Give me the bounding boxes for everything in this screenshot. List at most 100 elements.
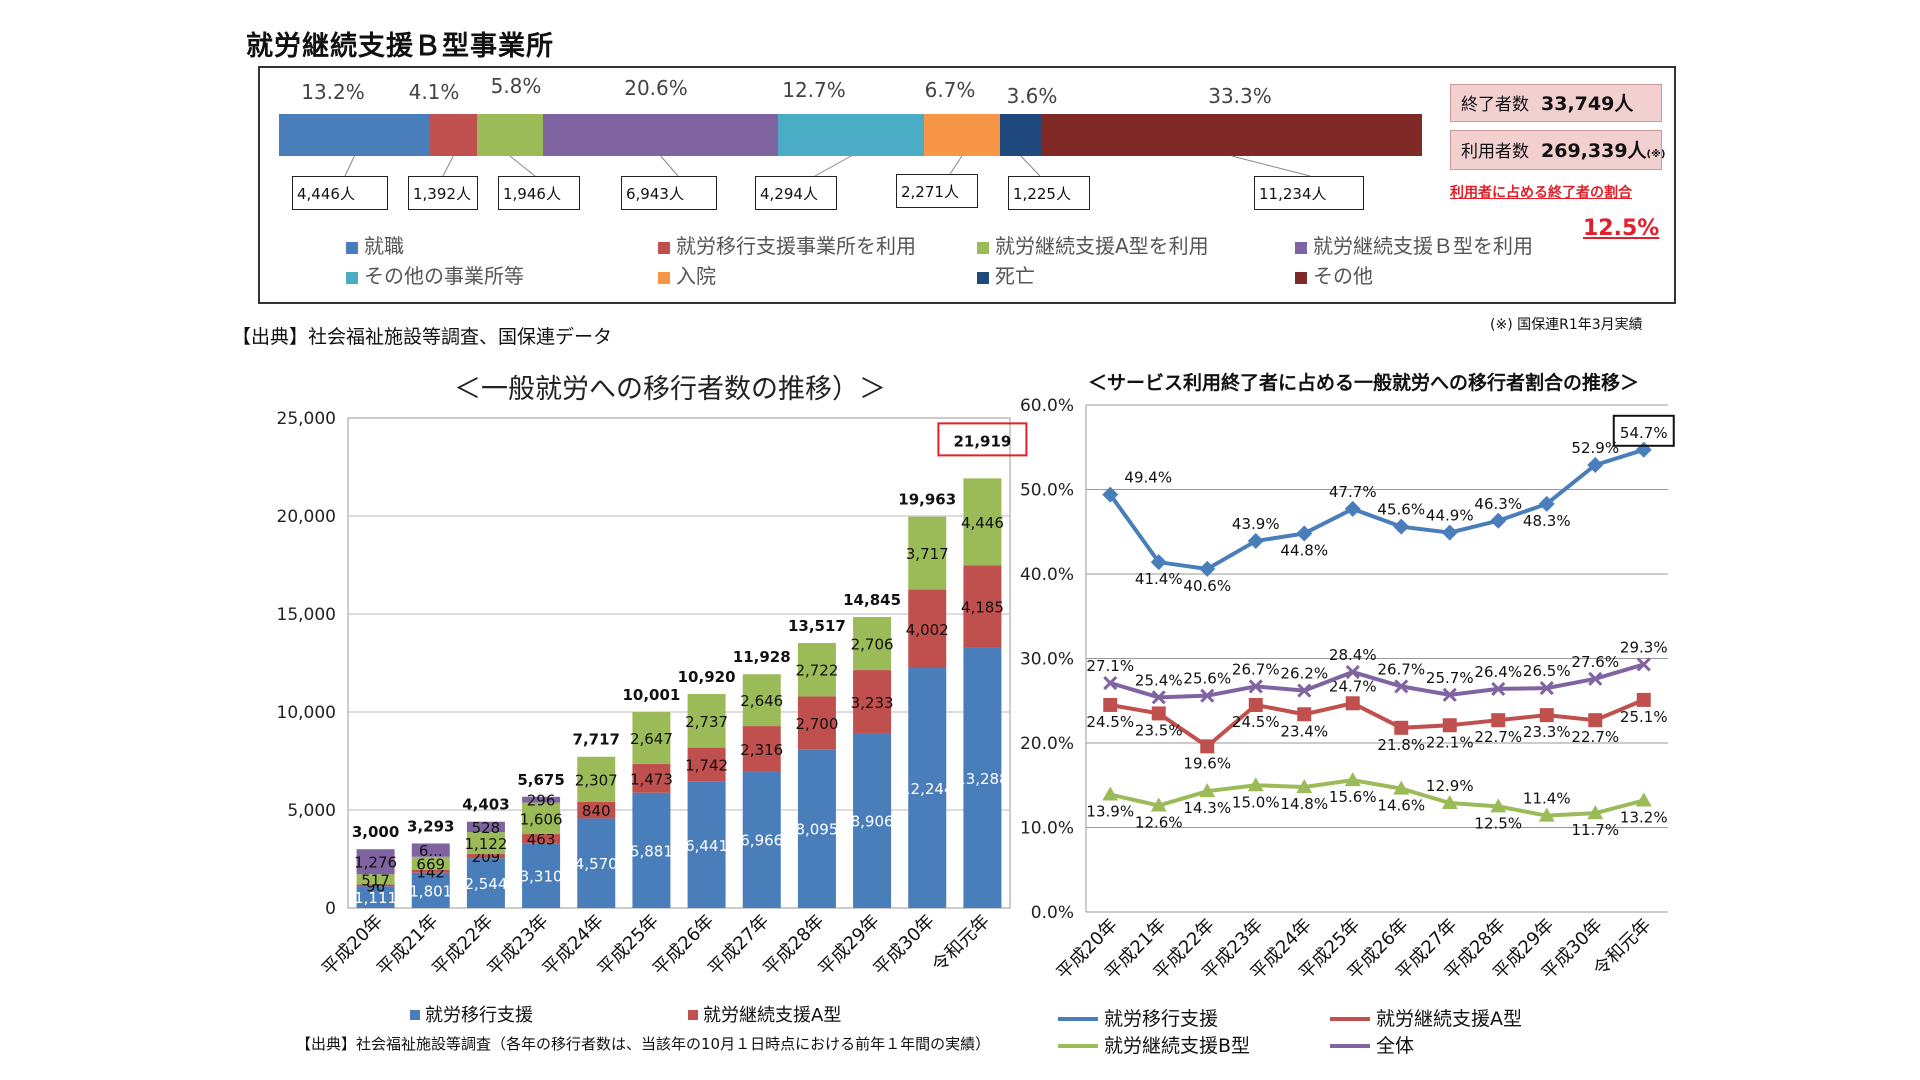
point-value-label: 25.6% [1183, 670, 1231, 688]
point-value-label: 22.7% [1571, 728, 1619, 746]
legend-swatch [1295, 241, 1307, 254]
bar-segment [963, 478, 1002, 566]
data-point [1491, 681, 1506, 696]
legend-swatch [688, 1010, 698, 1020]
bar-total-label: 10,001 [622, 686, 680, 704]
data-point [1199, 783, 1216, 798]
legend-label: 就労継続支援B型 [1104, 1035, 1250, 1057]
data-point [1297, 683, 1312, 698]
breakdown-count: 11,234人 [1254, 176, 1364, 210]
bar-segment [742, 726, 781, 772]
bar-segment [466, 858, 505, 908]
legend-swatch [658, 271, 670, 284]
point-value-label: 11.4% [1523, 790, 1571, 808]
bar-segment [632, 792, 671, 908]
point-value-label: 40.6% [1183, 577, 1231, 595]
bar-segment [742, 674, 781, 727]
data-point [1539, 708, 1554, 723]
data-point [1394, 679, 1409, 694]
data-point [1393, 780, 1410, 795]
bar-segment [411, 872, 450, 908]
page-title: 就労継続支援Ｂ型事業所 [246, 31, 554, 62]
data-point [1538, 807, 1555, 822]
breakdown-legend-item: 就労継続支援Ｂ型を利用 [1295, 230, 1533, 259]
data-point [1247, 533, 1264, 550]
point-value-label: 26.7% [1232, 660, 1280, 678]
series-line [1109, 662, 1645, 700]
point-value-label: 11.7% [1571, 821, 1619, 839]
data-point [1490, 512, 1507, 529]
point-value-label: 29.3% [1620, 638, 1668, 656]
end-count-label: 終了者数 [1461, 95, 1529, 115]
point-value-label: 52.9% [1571, 439, 1619, 457]
data-point [1345, 696, 1360, 711]
series-line [1109, 778, 1645, 818]
bar-segment [797, 749, 836, 908]
breakdown-legend-item: 就労移行支援事業所を利用 [658, 230, 916, 259]
data-point [1490, 798, 1507, 813]
breakdown-segment [1041, 114, 1422, 156]
breakdown-count: 6,943人 [621, 176, 717, 210]
bar-total-label: 13,517 [788, 617, 846, 635]
breakdown-count: 1,225人 [1008, 176, 1090, 210]
bar-total-label: 3,000 [352, 823, 399, 841]
bar-value-label: 2,544 [464, 875, 507, 893]
bar-segment [356, 874, 395, 885]
bar-value-label: 4,446 [961, 514, 1004, 532]
y-tick-label: 30.0% [1020, 650, 1074, 670]
bar-value-label: 1,473 [630, 770, 673, 788]
y-tick-label: 0 [325, 899, 336, 919]
legend-label: 就労移行支援 [1104, 1008, 1218, 1030]
point-value-label: 47.7% [1329, 483, 1377, 501]
legend-swatch [977, 271, 989, 284]
bar-segment [742, 771, 781, 908]
bar-total-label: 4,403 [462, 796, 509, 814]
breakdown-legend-item: その他 [1295, 260, 1373, 289]
plot-area [347, 417, 1011, 909]
bar-total-label: 7,717 [573, 731, 620, 749]
point-value-label: 24.5% [1232, 713, 1280, 731]
data-point [1636, 657, 1651, 672]
breakdown-percent: 3.6% [1006, 84, 1058, 108]
point-value-label: 12.6% [1135, 814, 1183, 832]
bar-segment [522, 843, 561, 908]
legend-label: 就労移行支援事業所を利用 [676, 234, 916, 258]
bar-segment [411, 843, 450, 857]
bar-value-label: 3,310 [520, 868, 563, 886]
bar-value-label: 2,647 [630, 730, 673, 748]
bar-value-label: 12,244 [901, 780, 954, 798]
breakdown-legend-item: 就職 [346, 230, 404, 259]
y-tick-label: 50.0% [1020, 481, 1074, 501]
x-tick-label: 平成30年 [870, 911, 939, 980]
bar-value-label: 528 [472, 819, 501, 837]
breakdown-legend-item: 就労継続支援A型を利用 [977, 230, 1209, 259]
point-value-label: 23.4% [1280, 722, 1328, 740]
bar-value-label: 296 [527, 792, 556, 810]
bar-value-label: 1,276 [354, 854, 397, 872]
point-value-label: 22.1% [1426, 733, 1474, 751]
transition-count-chart: ＜一般就労への移行者数の推移）＞ 0 5,000 10,000 15,000 20,000… [277, 374, 1028, 1026]
legend-swatch [346, 241, 358, 254]
bar-value-label: 2,700 [795, 715, 838, 733]
point-value-label: 23.3% [1523, 723, 1571, 741]
bar-segment [577, 818, 616, 908]
data-point [1538, 495, 1555, 512]
point-value-label: 25.7% [1426, 669, 1474, 687]
point-value-label: 19.6% [1183, 754, 1231, 772]
bar-value-label: 2,646 [740, 692, 783, 710]
legend-label: 就職 [364, 234, 404, 258]
point-value-label: 15.0% [1232, 793, 1280, 811]
bar-value-label: 1,742 [685, 757, 728, 775]
end-count-box: 終了者数 33,749人 [1450, 84, 1662, 122]
point-value-label: 28.4% [1329, 646, 1377, 664]
bar-segment [908, 668, 947, 908]
bar-value-label: 2,737 [685, 713, 728, 731]
series-line [1108, 447, 1645, 572]
data-point [1491, 713, 1506, 728]
data-point [1635, 792, 1652, 807]
data-point [1103, 697, 1118, 712]
data-point [1151, 690, 1166, 705]
bar-value-label: 8,906 [851, 813, 894, 831]
data-point [1248, 679, 1263, 694]
bar-segment [411, 856, 450, 870]
